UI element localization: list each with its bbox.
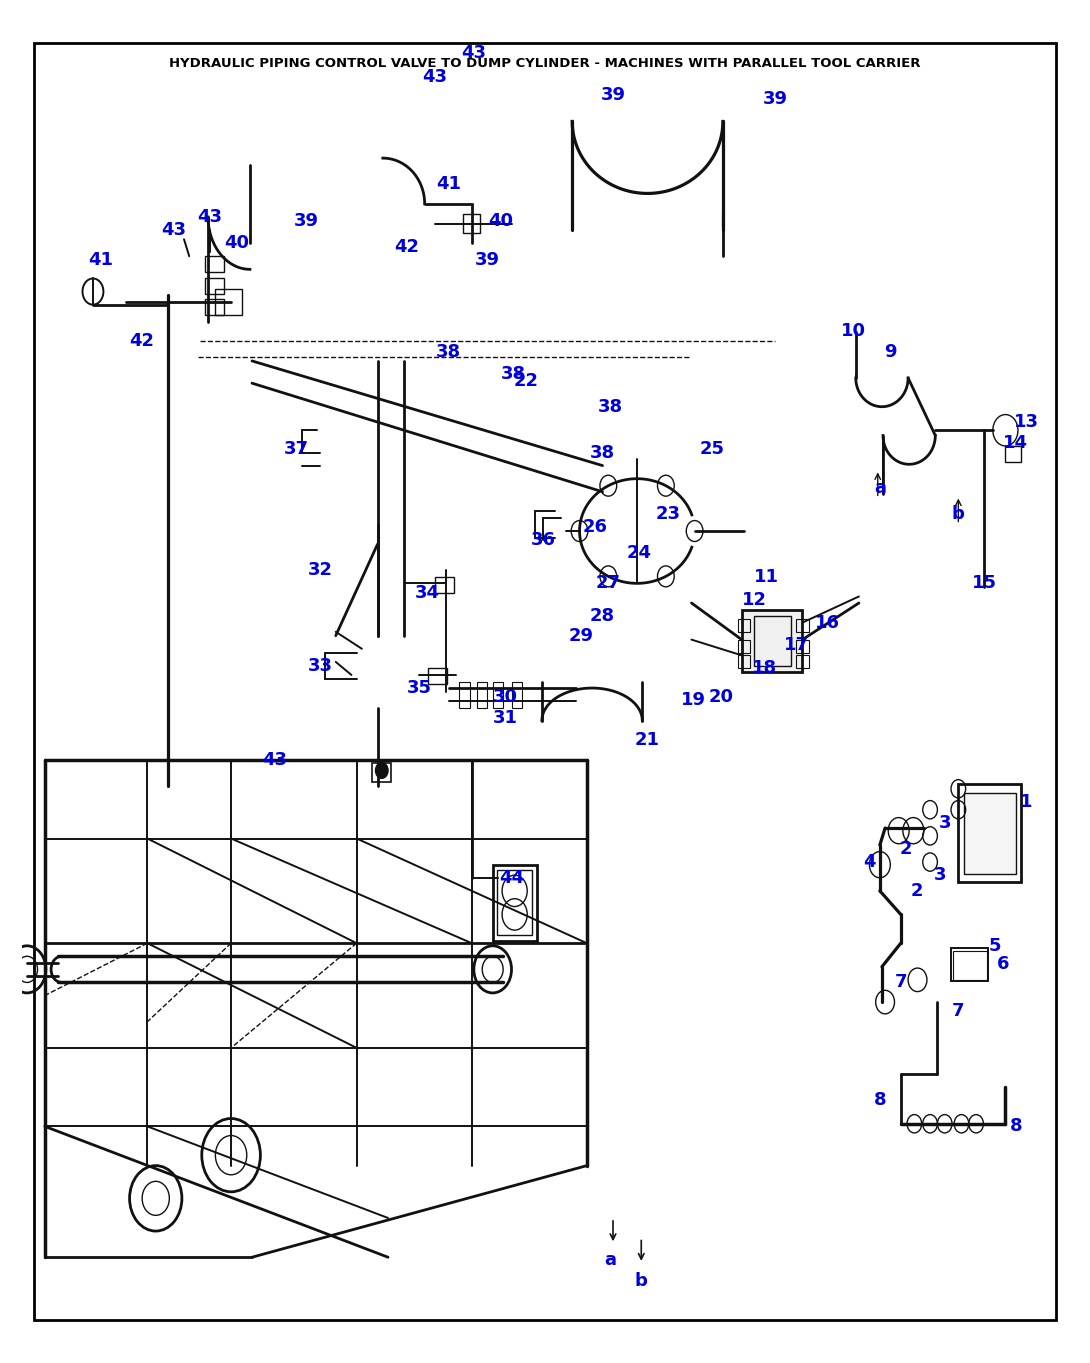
Text: 39: 39: [763, 90, 788, 108]
Text: 17: 17: [784, 637, 809, 654]
Bar: [738, 619, 750, 632]
Text: 39: 39: [601, 86, 626, 105]
Text: 18: 18: [752, 660, 777, 677]
Bar: [754, 616, 791, 665]
Text: 3: 3: [934, 866, 947, 885]
Text: 21: 21: [635, 732, 661, 750]
Text: 25: 25: [700, 440, 725, 458]
Text: 34: 34: [415, 583, 440, 601]
Bar: [435, 577, 453, 593]
Text: 7: 7: [895, 973, 907, 991]
Text: 2: 2: [910, 882, 923, 900]
Text: 37: 37: [283, 440, 308, 458]
Text: 13: 13: [1014, 413, 1039, 432]
Text: 41: 41: [436, 176, 461, 194]
Text: 42: 42: [130, 333, 155, 350]
Text: 39: 39: [294, 211, 319, 230]
Bar: [953, 951, 986, 980]
Text: 43: 43: [461, 45, 486, 63]
Text: 26: 26: [583, 518, 608, 536]
Bar: [1005, 446, 1021, 462]
Bar: [738, 639, 750, 653]
Text: 40: 40: [223, 234, 249, 252]
Text: 43: 43: [161, 221, 186, 239]
Bar: [459, 682, 470, 707]
Text: 33: 33: [307, 657, 332, 675]
Text: 15: 15: [972, 574, 997, 593]
Bar: [216, 289, 242, 315]
Text: 1: 1: [1020, 793, 1032, 811]
Bar: [463, 214, 480, 233]
Circle shape: [375, 763, 388, 778]
Text: 38: 38: [590, 443, 615, 462]
Text: 8: 8: [873, 1092, 886, 1109]
Text: 7: 7: [952, 1002, 965, 1021]
Text: 8: 8: [1009, 1118, 1022, 1135]
Text: 28: 28: [590, 607, 615, 626]
Text: 23: 23: [656, 506, 681, 523]
Bar: [796, 656, 809, 668]
Text: 14: 14: [1004, 435, 1028, 453]
Text: 5: 5: [989, 936, 1002, 955]
Text: HYDRAULIC PIPING CONTROL VALVE TO DUMP CYLINDER - MACHINES WITH PARALLEL TOOL CA: HYDRAULIC PIPING CONTROL VALVE TO DUMP C…: [169, 57, 921, 71]
Bar: [493, 864, 536, 940]
Text: 44: 44: [499, 868, 524, 887]
Text: 31: 31: [493, 709, 518, 726]
Text: 43: 43: [197, 209, 222, 226]
Text: 2: 2: [899, 840, 912, 857]
Bar: [427, 668, 447, 684]
Text: 43: 43: [263, 751, 288, 769]
Text: 27: 27: [595, 574, 620, 593]
Bar: [205, 278, 223, 294]
Text: b: b: [634, 1272, 647, 1289]
Text: 38: 38: [436, 342, 461, 361]
Text: 16: 16: [815, 613, 840, 631]
Text: 29: 29: [569, 627, 594, 645]
Bar: [477, 682, 487, 707]
Text: b: b: [952, 506, 965, 523]
Text: 10: 10: [841, 322, 867, 339]
Text: 9: 9: [884, 342, 897, 361]
Bar: [738, 656, 750, 668]
Text: 42: 42: [395, 239, 420, 256]
Text: 43: 43: [423, 68, 448, 86]
Text: 38: 38: [501, 365, 526, 383]
Bar: [205, 300, 223, 315]
Text: 38: 38: [597, 398, 622, 416]
Text: 6: 6: [997, 955, 1009, 973]
Text: 19: 19: [681, 691, 706, 709]
Bar: [964, 793, 1016, 874]
Bar: [511, 682, 522, 707]
Text: 11: 11: [754, 568, 779, 586]
Text: 22: 22: [513, 372, 538, 390]
Text: 30: 30: [493, 688, 518, 706]
Text: 4: 4: [863, 853, 875, 871]
Bar: [741, 609, 802, 672]
Text: 20: 20: [708, 688, 734, 706]
Text: 39: 39: [475, 251, 500, 269]
Bar: [958, 784, 1021, 882]
Bar: [205, 256, 223, 273]
Text: 24: 24: [627, 544, 652, 563]
Bar: [497, 870, 532, 935]
Text: 35: 35: [407, 679, 432, 696]
Text: 36: 36: [531, 532, 556, 549]
Text: 3: 3: [938, 814, 950, 831]
Text: 41: 41: [88, 251, 112, 269]
Text: a: a: [874, 478, 886, 497]
Text: 32: 32: [307, 562, 332, 579]
Bar: [493, 682, 504, 707]
Bar: [373, 763, 391, 782]
Text: 40: 40: [488, 211, 513, 230]
Bar: [796, 619, 809, 632]
Text: 12: 12: [742, 592, 766, 609]
Text: a: a: [604, 1251, 616, 1269]
Bar: [796, 639, 809, 653]
Bar: [950, 949, 988, 981]
